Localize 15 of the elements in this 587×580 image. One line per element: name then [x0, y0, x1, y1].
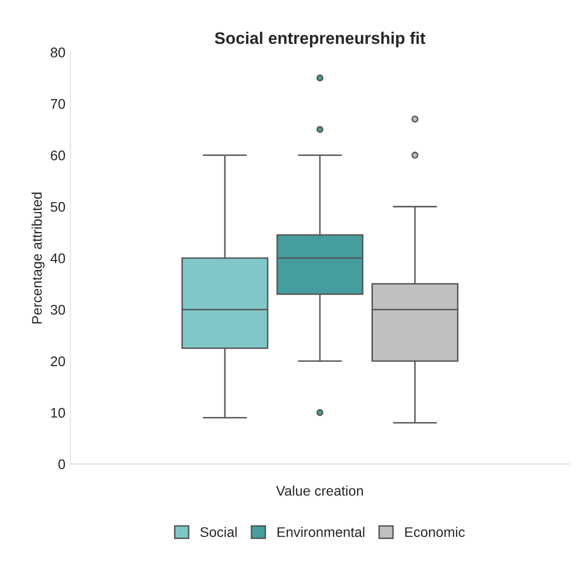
legend-label: Economic	[405, 526, 465, 538]
legend-label: Environmental	[278, 526, 364, 538]
y-axis-title: Percentage attributed	[32, 192, 45, 324]
chart-title: Social entrepreneurship fit	[214, 32, 426, 48]
y-tick-label: 20	[50, 356, 66, 366]
y-tick-label: 0	[58, 459, 66, 470]
y-tick-label: 40	[50, 253, 66, 264]
legend-label: Social	[200, 526, 237, 538]
y-tick-label: 60	[50, 150, 66, 160]
y-tick-label: 50	[50, 202, 66, 212]
x-axis-title: Value creation	[276, 486, 363, 496]
y-tick-label: 10	[51, 408, 66, 418]
y-tick-label: 80	[50, 48, 66, 58]
y-tick-label: 70	[50, 99, 66, 109]
y-tick-label: 30	[50, 304, 66, 315]
